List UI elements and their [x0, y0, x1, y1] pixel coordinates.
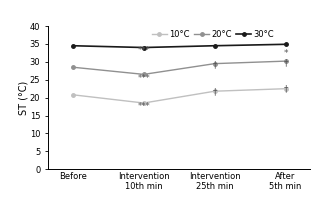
30°C [284, 43, 287, 46]
20°C [213, 62, 217, 65]
Text: ***: *** [137, 102, 150, 111]
Text: ***: *** [137, 74, 150, 83]
30°C [71, 44, 75, 47]
10°C [71, 94, 75, 96]
30°C [142, 46, 146, 49]
Text: ***: *** [137, 46, 150, 55]
30°C [213, 44, 217, 47]
10°C [142, 102, 146, 104]
Y-axis label: ST (°C): ST (°C) [18, 81, 28, 115]
Text: †: † [212, 60, 217, 69]
Text: *: * [283, 49, 288, 58]
10°C [284, 87, 287, 90]
Line: 20°C: 20°C [71, 59, 287, 76]
Text: †: † [212, 87, 217, 96]
Text: †: † [283, 84, 288, 93]
Line: 10°C: 10°C [71, 87, 287, 105]
Text: †: † [283, 59, 288, 67]
Line: 30°C: 30°C [71, 43, 287, 49]
20°C [284, 60, 287, 62]
Legend: 10°C, 20°C, 30°C: 10°C, 20°C, 30°C [152, 30, 274, 39]
20°C [142, 73, 146, 76]
20°C [71, 66, 75, 69]
10°C [213, 90, 217, 92]
